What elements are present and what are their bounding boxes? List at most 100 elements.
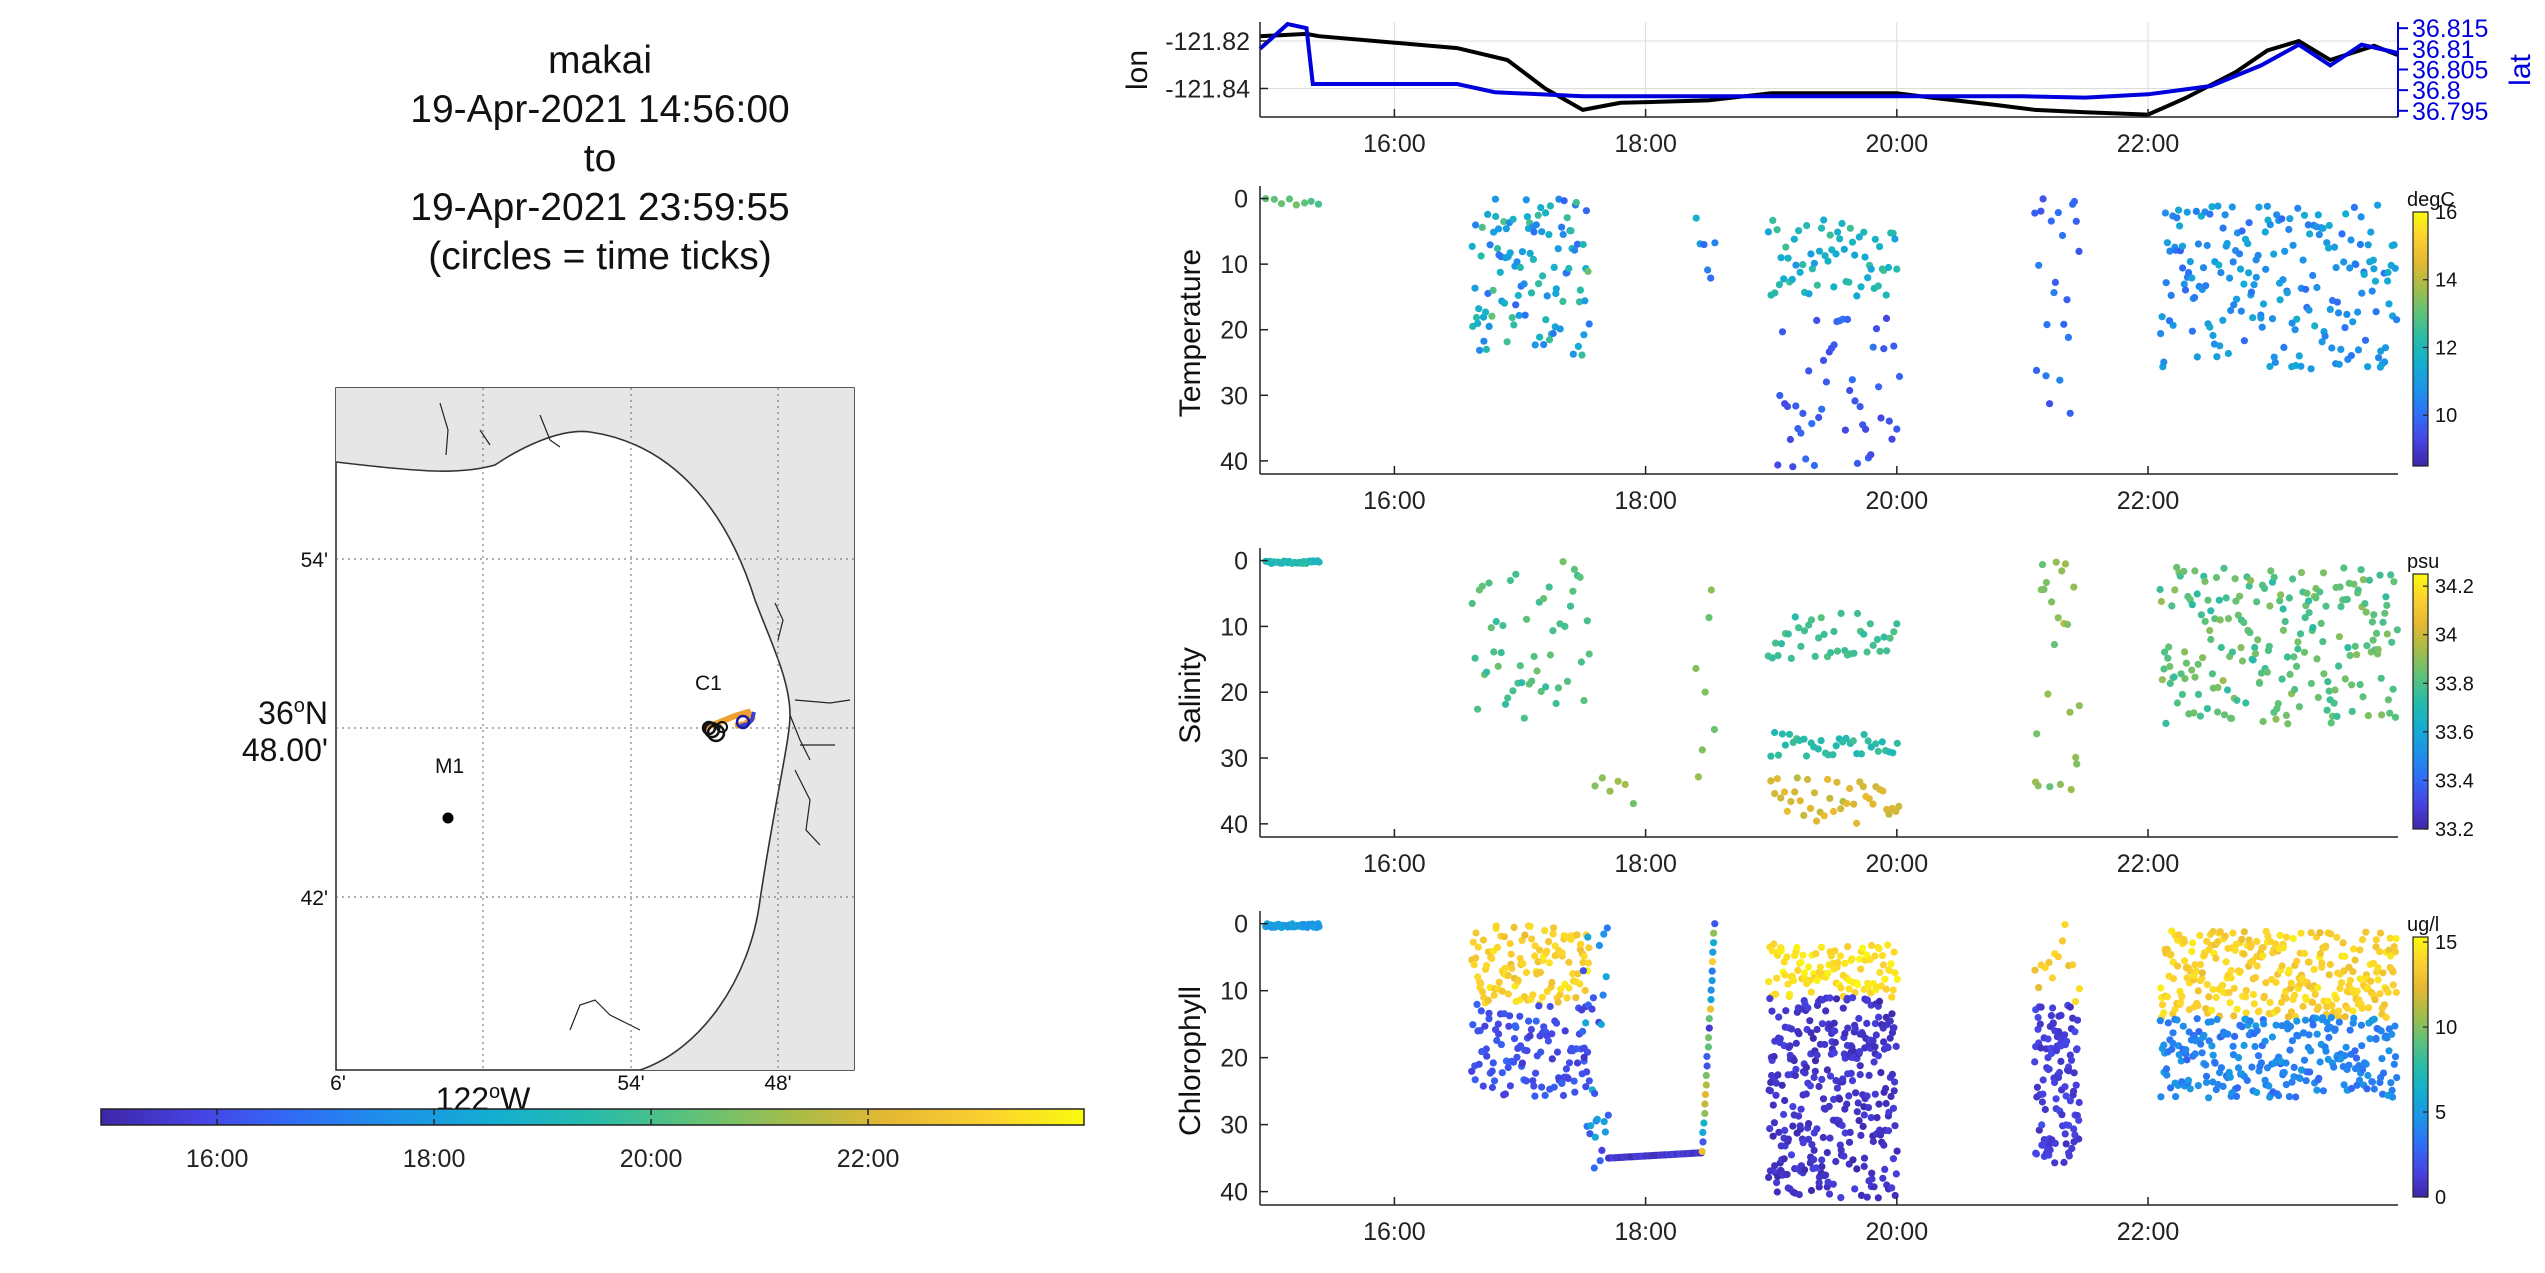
data-point — [1787, 1151, 1796, 1159]
data-point — [1770, 1052, 1778, 1061]
data-point — [2265, 642, 2273, 650]
data-point — [2051, 278, 2059, 286]
data-point — [1776, 391, 1784, 400]
data-point — [1494, 662, 1502, 670]
data-point — [2336, 984, 2344, 993]
data-point — [2062, 1140, 2070, 1148]
data-point — [2316, 949, 2325, 958]
data-point — [2191, 673, 2199, 681]
data-point — [1870, 1058, 1878, 1066]
data-point — [1832, 250, 1840, 258]
data-point — [1805, 290, 1813, 298]
data-point — [2309, 624, 2317, 632]
data-point — [2296, 980, 2304, 989]
data-point — [1705, 614, 1713, 622]
data-point — [1871, 1090, 1879, 1098]
data-point — [1876, 647, 1884, 655]
data-point — [2260, 584, 2269, 593]
data-point — [2297, 929, 2305, 937]
data-point — [1799, 1139, 1807, 1147]
data-point — [1885, 810, 1893, 818]
y-tick-label: -121.84 — [1165, 76, 1250, 104]
data-point — [2268, 315, 2277, 323]
data-point — [1573, 240, 1582, 248]
data-point — [1542, 209, 1550, 217]
data-point — [1561, 622, 1569, 631]
data-point — [1810, 1146, 1818, 1154]
data-point — [1802, 752, 1811, 760]
data-point — [2354, 346, 2363, 354]
data-point — [2264, 932, 2272, 940]
data-point — [2383, 601, 2391, 610]
y-tick-label: 40 — [1220, 1179, 1248, 1207]
data-point — [1830, 1049, 1838, 1057]
data-point — [1834, 228, 1842, 236]
x-tick-label: 16:00 — [1363, 1218, 1426, 1246]
data-point — [2382, 1013, 2390, 1022]
data-point — [1808, 265, 1816, 273]
data-point — [2069, 961, 2077, 969]
lat-series-line — [1258, 21, 2399, 100]
data-point — [2180, 280, 2188, 288]
title-end-time: 19-Apr-2021 23:59:55 — [410, 186, 790, 229]
data-point — [2265, 1082, 2273, 1090]
data-point — [1784, 630, 1792, 638]
y-tick-label: 30 — [1220, 745, 1248, 773]
data-point — [1541, 927, 1549, 935]
y-tick-label: 0 — [1234, 186, 1248, 214]
colorbar-tick-label: 16 — [2435, 202, 2457, 224]
data-point — [1774, 1071, 1782, 1079]
data-point — [1522, 1077, 1530, 1085]
data-point — [2259, 952, 2267, 960]
data-point — [2216, 616, 2224, 624]
data-point — [1583, 1048, 1592, 1056]
data-point — [2233, 1005, 2241, 1013]
data-point — [1488, 312, 1496, 320]
data-point — [2055, 1028, 2063, 1036]
data-point — [2163, 993, 2171, 1001]
data-point — [1863, 1193, 1871, 1201]
data-point — [2051, 1078, 2059, 1087]
data-point — [1855, 1117, 1863, 1125]
colorbar-tick-label: 14 — [2435, 270, 2457, 292]
data-point — [2057, 1011, 2065, 1020]
data-point — [1878, 952, 1887, 960]
data-point — [1838, 1121, 1846, 1130]
data-point — [2188, 274, 2196, 282]
data-point — [2328, 1001, 2336, 1010]
data-point — [1888, 1010, 1896, 1018]
data-point — [2359, 936, 2367, 944]
data-point — [1771, 790, 1779, 798]
data-point — [1833, 1084, 1841, 1092]
colorbar — [2412, 573, 2429, 830]
data-point — [2060, 1158, 2068, 1166]
data-point — [1701, 1100, 1709, 1108]
data-point — [2251, 650, 2260, 658]
data-point — [2282, 1081, 2290, 1089]
data-point — [2233, 696, 2241, 704]
data-point — [2214, 202, 2222, 210]
data-point — [1500, 1010, 1508, 1018]
data-point — [1807, 616, 1816, 624]
data-point — [1849, 1156, 1857, 1164]
y-tick-label: 40 — [1220, 811, 1248, 839]
data-point — [1518, 936, 1526, 945]
data-point — [2066, 409, 2074, 417]
data-point — [1801, 969, 1809, 977]
data-point — [2316, 588, 2324, 596]
x-tick-label: 18:00 — [1614, 487, 1677, 515]
data-point — [1880, 1141, 1888, 1149]
data-point — [2331, 1025, 2339, 1033]
data-point — [1832, 995, 1841, 1003]
data-point — [1840, 1152, 1848, 1160]
data-point — [2354, 308, 2362, 316]
data-point — [1784, 980, 1792, 988]
data-point — [2166, 679, 2174, 688]
data-point — [1556, 325, 1564, 333]
data-point — [1813, 1025, 1821, 1034]
data-point — [2209, 985, 2217, 994]
data-point — [1580, 697, 1588, 705]
data-point — [1526, 249, 1534, 257]
data-point — [1824, 775, 1832, 784]
data-point — [2203, 705, 2211, 713]
